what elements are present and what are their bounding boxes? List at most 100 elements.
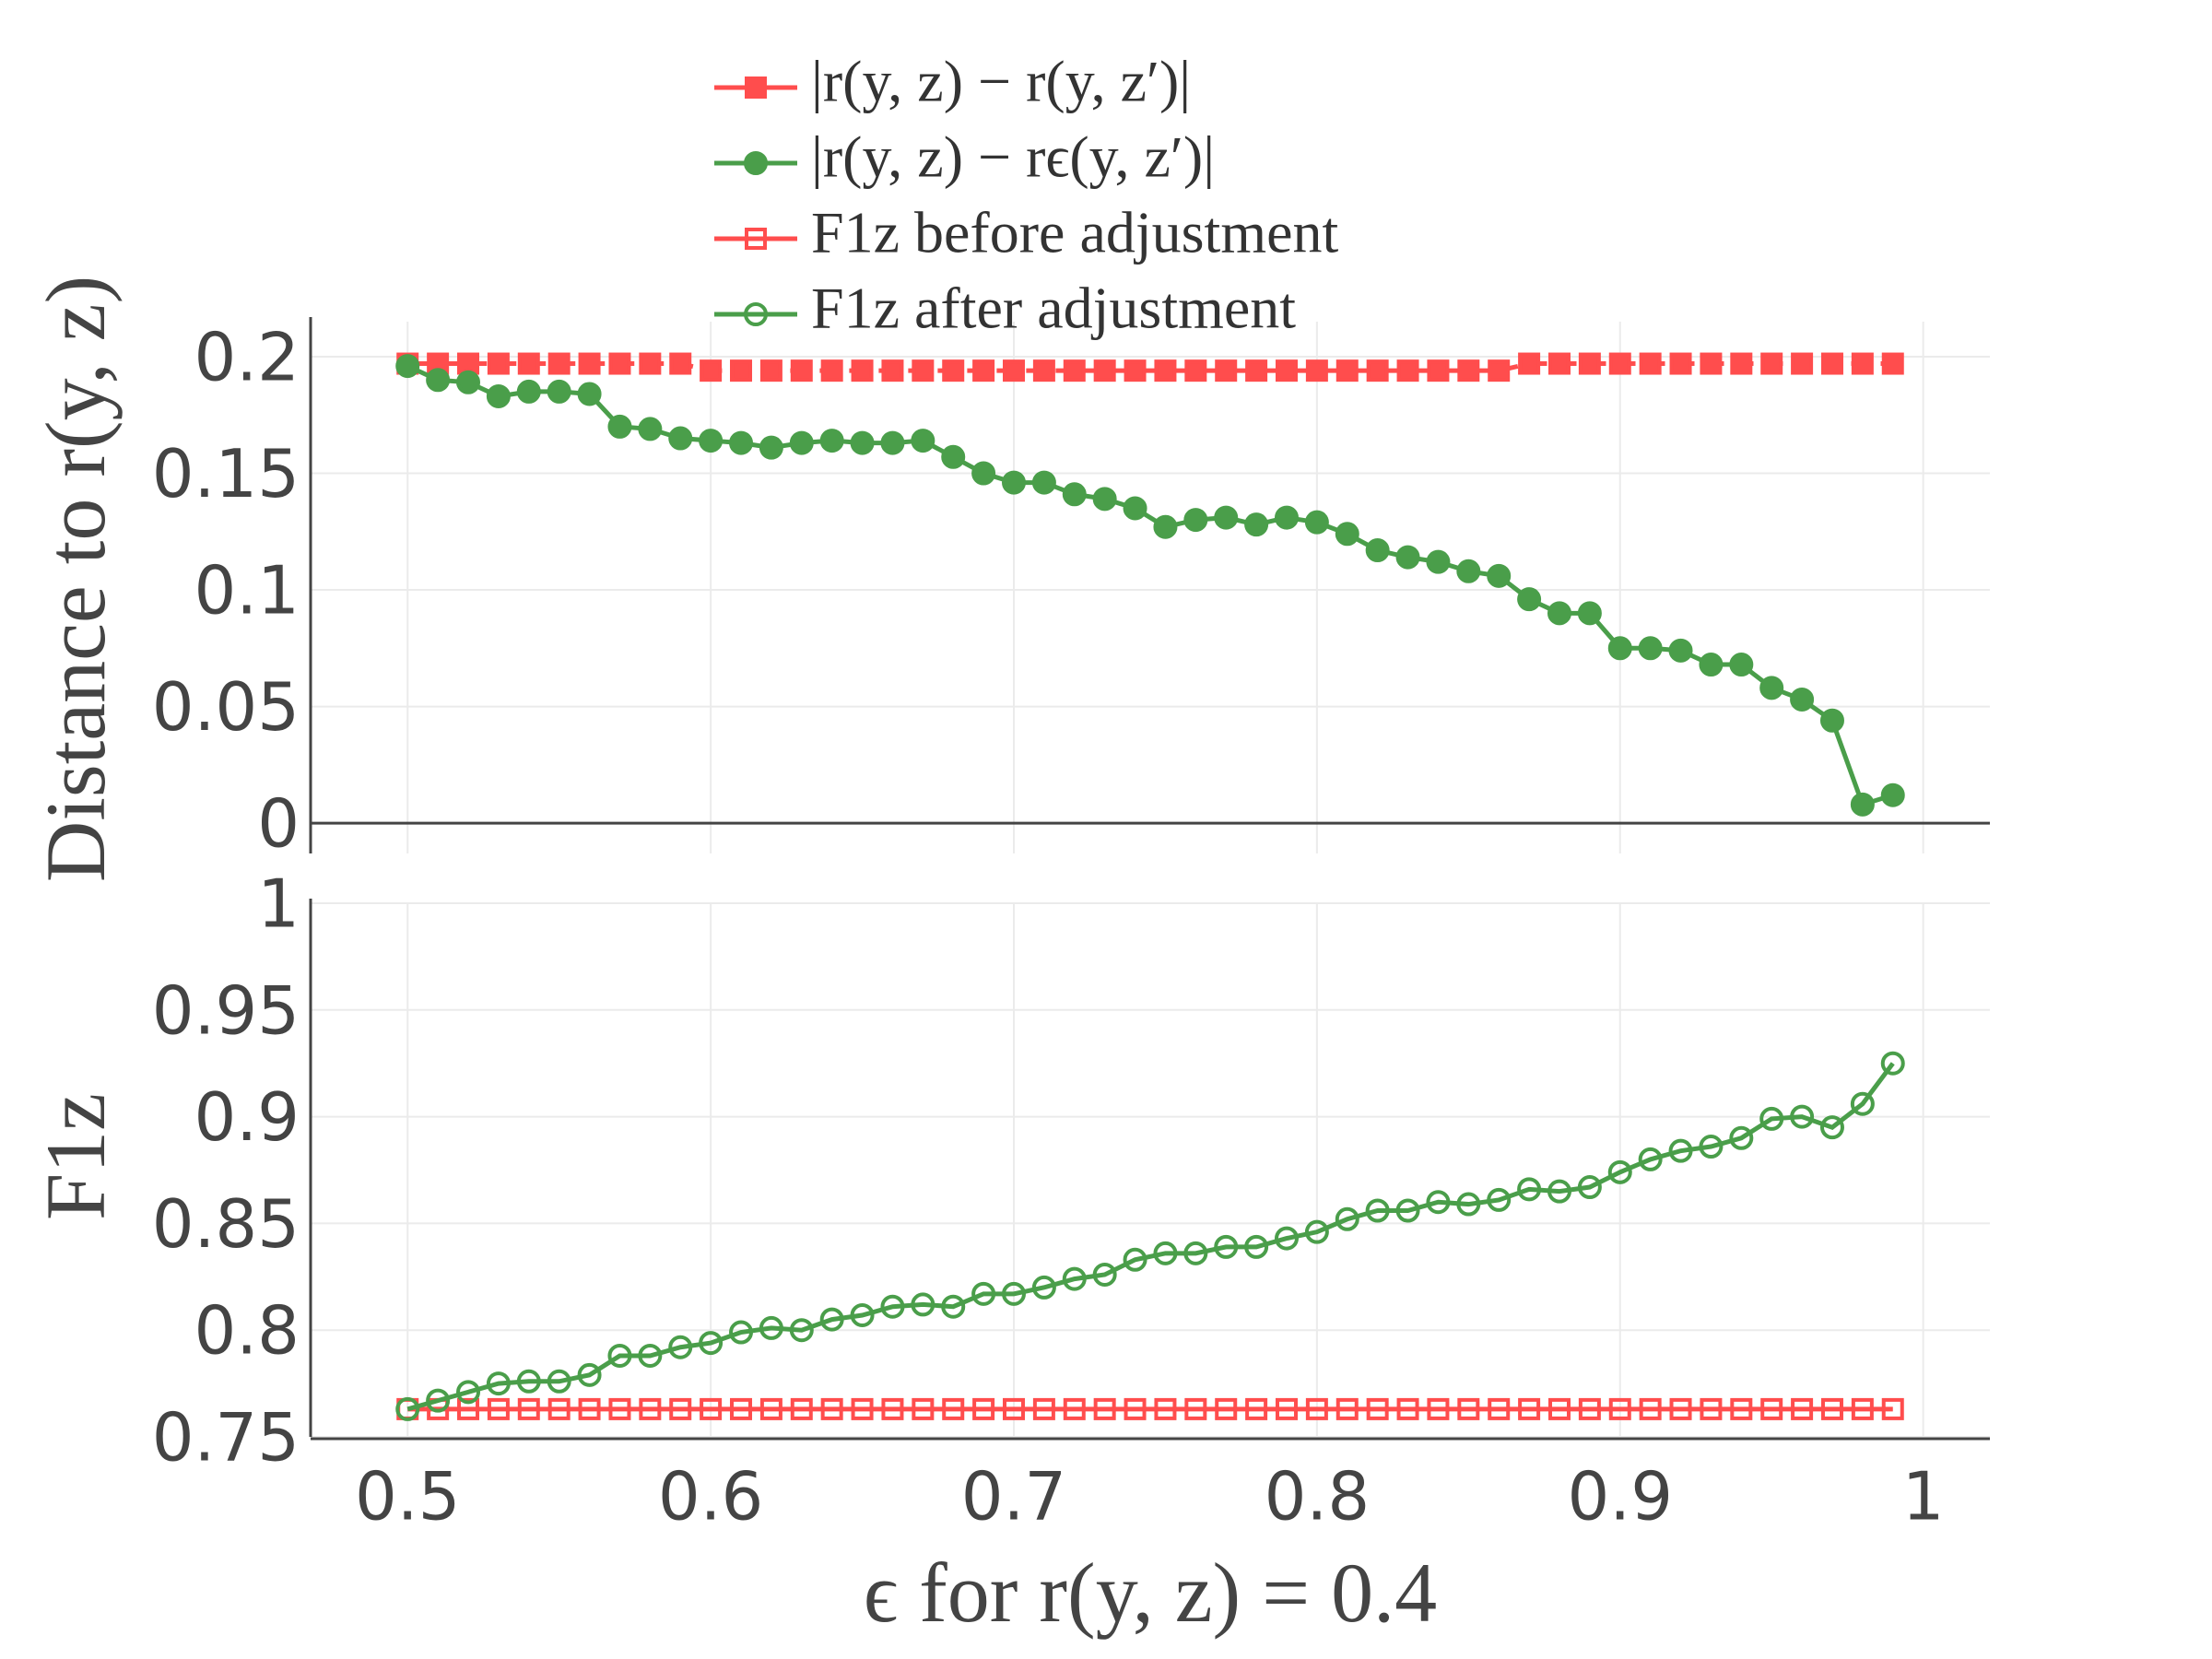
marker xyxy=(608,1397,631,1420)
marker xyxy=(1335,522,1359,547)
marker xyxy=(790,359,813,382)
marker xyxy=(516,1369,541,1394)
marker xyxy=(1578,1397,1601,1420)
marker xyxy=(1547,601,1571,626)
marker xyxy=(516,379,541,404)
marker xyxy=(1457,359,1480,382)
marker xyxy=(1669,1397,1692,1420)
marker xyxy=(1275,359,1298,382)
marker xyxy=(820,1397,843,1420)
marker xyxy=(1881,352,1904,375)
marker xyxy=(668,426,693,451)
marker xyxy=(1759,676,1784,700)
marker xyxy=(487,352,510,375)
marker xyxy=(638,417,663,441)
marker xyxy=(1032,359,1055,382)
marker xyxy=(1304,1219,1329,1244)
marker xyxy=(1154,1397,1177,1420)
y-tick-label: 0.85 xyxy=(152,1185,300,1263)
marker xyxy=(1638,1147,1663,1171)
marker xyxy=(1456,1192,1481,1217)
marker xyxy=(1607,1159,1632,1184)
marker xyxy=(1244,512,1269,537)
marker xyxy=(1608,352,1631,375)
marker xyxy=(1365,1198,1390,1223)
marker xyxy=(1365,538,1390,563)
marker xyxy=(730,359,753,382)
marker xyxy=(1638,636,1663,661)
marker xyxy=(669,1397,692,1420)
marker xyxy=(850,1302,875,1327)
marker xyxy=(1092,487,1117,512)
legend-label: |r(y, z) − rϵ(y, z′)| xyxy=(811,124,1215,190)
marker xyxy=(1819,1115,1844,1140)
marker xyxy=(1791,1397,1814,1420)
marker xyxy=(1092,1262,1117,1287)
legend-symbol xyxy=(744,151,768,175)
marker xyxy=(517,1397,540,1420)
marker xyxy=(759,1315,783,1340)
marker xyxy=(1426,549,1451,574)
y-tick-label: 1 xyxy=(257,865,300,943)
marker xyxy=(1062,482,1087,507)
marker xyxy=(1608,1397,1631,1420)
marker xyxy=(395,1396,420,1421)
marker xyxy=(1488,359,1511,382)
marker xyxy=(1002,470,1027,495)
marker xyxy=(1729,653,1754,677)
marker xyxy=(729,430,754,455)
y-axis-title: Distance to r(y, z) xyxy=(29,276,123,882)
marker xyxy=(1003,359,1026,382)
marker xyxy=(1547,1179,1571,1204)
y-tick-label: 0.2 xyxy=(194,318,300,395)
marker xyxy=(1153,1241,1178,1265)
x-axis-title: ϵ for r(y, z) = 0.4 xyxy=(864,1546,1437,1640)
y-tick-label: 0.15 xyxy=(152,435,300,512)
marker xyxy=(1518,352,1541,375)
y-tick-label: 0.75 xyxy=(152,1399,300,1477)
marker xyxy=(699,429,724,453)
marker xyxy=(1457,1397,1480,1420)
marker xyxy=(941,1294,966,1319)
marker xyxy=(669,352,692,375)
marker xyxy=(547,352,571,375)
marker xyxy=(1335,1397,1359,1420)
marker xyxy=(1699,653,1724,677)
marker xyxy=(1123,1247,1147,1272)
marker xyxy=(1335,1206,1359,1231)
marker xyxy=(759,359,782,382)
marker xyxy=(1215,1397,1238,1420)
marker xyxy=(1305,359,1328,382)
marker xyxy=(1850,1091,1875,1116)
marker xyxy=(1850,792,1875,817)
marker xyxy=(729,1320,754,1345)
marker xyxy=(789,430,814,455)
marker xyxy=(1730,352,1753,375)
marker xyxy=(1791,352,1814,375)
marker xyxy=(1577,1175,1602,1200)
series-line xyxy=(406,1062,1895,1412)
marker xyxy=(639,1397,662,1420)
marker xyxy=(1790,687,1815,712)
marker xyxy=(1032,1397,1055,1420)
x-tick-label: 0.5 xyxy=(355,1458,461,1535)
marker xyxy=(1275,1397,1298,1420)
y-tick-label: 0.8 xyxy=(194,1292,300,1370)
marker xyxy=(1395,545,1420,570)
marker xyxy=(880,1294,905,1319)
marker xyxy=(578,1397,601,1420)
marker xyxy=(1578,352,1601,375)
marker xyxy=(578,352,601,375)
marker xyxy=(1760,352,1783,375)
marker xyxy=(426,1388,451,1413)
y-tick-label: 0 xyxy=(257,785,300,863)
marker xyxy=(638,1343,663,1368)
marker xyxy=(1669,352,1692,375)
marker xyxy=(607,414,632,439)
marker xyxy=(1184,1397,1207,1420)
marker xyxy=(1184,359,1207,382)
marker xyxy=(1063,359,1086,382)
x-tick-label: 0.8 xyxy=(1265,1458,1371,1535)
marker xyxy=(1093,1397,1116,1420)
marker xyxy=(1426,1190,1451,1215)
